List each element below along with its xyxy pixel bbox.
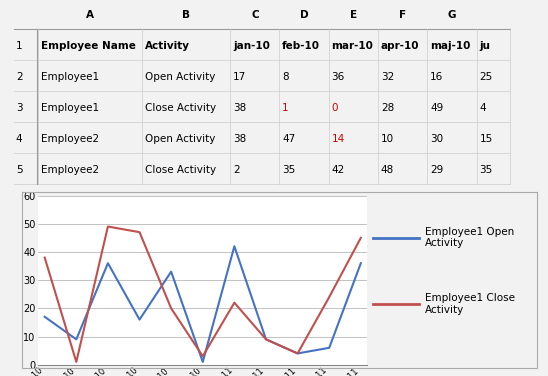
Text: 17: 17 xyxy=(233,72,246,82)
Text: E: E xyxy=(350,10,357,20)
Text: Employee1 Open
Activity: Employee1 Open Activity xyxy=(425,227,515,249)
Text: 35: 35 xyxy=(282,165,295,175)
Text: Activity: Activity xyxy=(145,41,190,51)
Text: Employee2: Employee2 xyxy=(41,134,99,144)
Text: feb-10: feb-10 xyxy=(282,41,320,51)
Text: mar-10: mar-10 xyxy=(332,41,373,51)
Text: 2: 2 xyxy=(233,165,239,175)
Text: 48: 48 xyxy=(381,165,394,175)
Text: 4: 4 xyxy=(480,103,486,113)
Text: 10: 10 xyxy=(381,134,394,144)
Text: apr-10: apr-10 xyxy=(381,41,419,51)
Text: 2: 2 xyxy=(16,72,22,82)
Text: 30: 30 xyxy=(430,134,443,144)
Text: Employee1 Close
Activity: Employee1 Close Activity xyxy=(425,293,515,315)
Text: 5: 5 xyxy=(16,165,22,175)
Text: Close Activity: Close Activity xyxy=(145,165,216,175)
Text: Close Activity: Close Activity xyxy=(145,103,216,113)
Text: 1: 1 xyxy=(16,41,22,51)
Text: A: A xyxy=(87,10,94,20)
Text: Employee Name: Employee Name xyxy=(41,41,136,51)
Text: 38: 38 xyxy=(233,103,246,113)
Text: 28: 28 xyxy=(381,103,394,113)
Text: F: F xyxy=(399,10,407,20)
Text: C: C xyxy=(251,10,259,20)
Text: 4: 4 xyxy=(16,134,22,144)
Text: 36: 36 xyxy=(332,72,345,82)
Text: G: G xyxy=(448,10,456,20)
Text: 32: 32 xyxy=(381,72,394,82)
Text: 3: 3 xyxy=(16,103,22,113)
Text: 15: 15 xyxy=(480,134,493,144)
Text: ju: ju xyxy=(480,41,490,51)
Text: 42: 42 xyxy=(332,165,345,175)
Text: 29: 29 xyxy=(430,165,443,175)
Text: Open Activity: Open Activity xyxy=(145,134,215,144)
Text: 8: 8 xyxy=(282,72,289,82)
Text: B: B xyxy=(182,10,190,20)
Text: Employee1: Employee1 xyxy=(41,103,99,113)
Text: Employee2: Employee2 xyxy=(41,165,99,175)
Text: 0: 0 xyxy=(332,103,338,113)
Text: 16: 16 xyxy=(430,72,443,82)
Text: 14: 14 xyxy=(332,134,345,144)
Text: Open Activity: Open Activity xyxy=(145,72,215,82)
Text: 38: 38 xyxy=(233,134,246,144)
Text: 1: 1 xyxy=(282,103,289,113)
Text: 25: 25 xyxy=(480,72,493,82)
Text: Employee1: Employee1 xyxy=(41,72,99,82)
Text: 49: 49 xyxy=(430,103,443,113)
Text: D: D xyxy=(300,10,309,20)
Text: maj-10: maj-10 xyxy=(430,41,471,51)
Text: 35: 35 xyxy=(480,165,493,175)
Text: 47: 47 xyxy=(282,134,295,144)
Text: jan-10: jan-10 xyxy=(233,41,270,51)
